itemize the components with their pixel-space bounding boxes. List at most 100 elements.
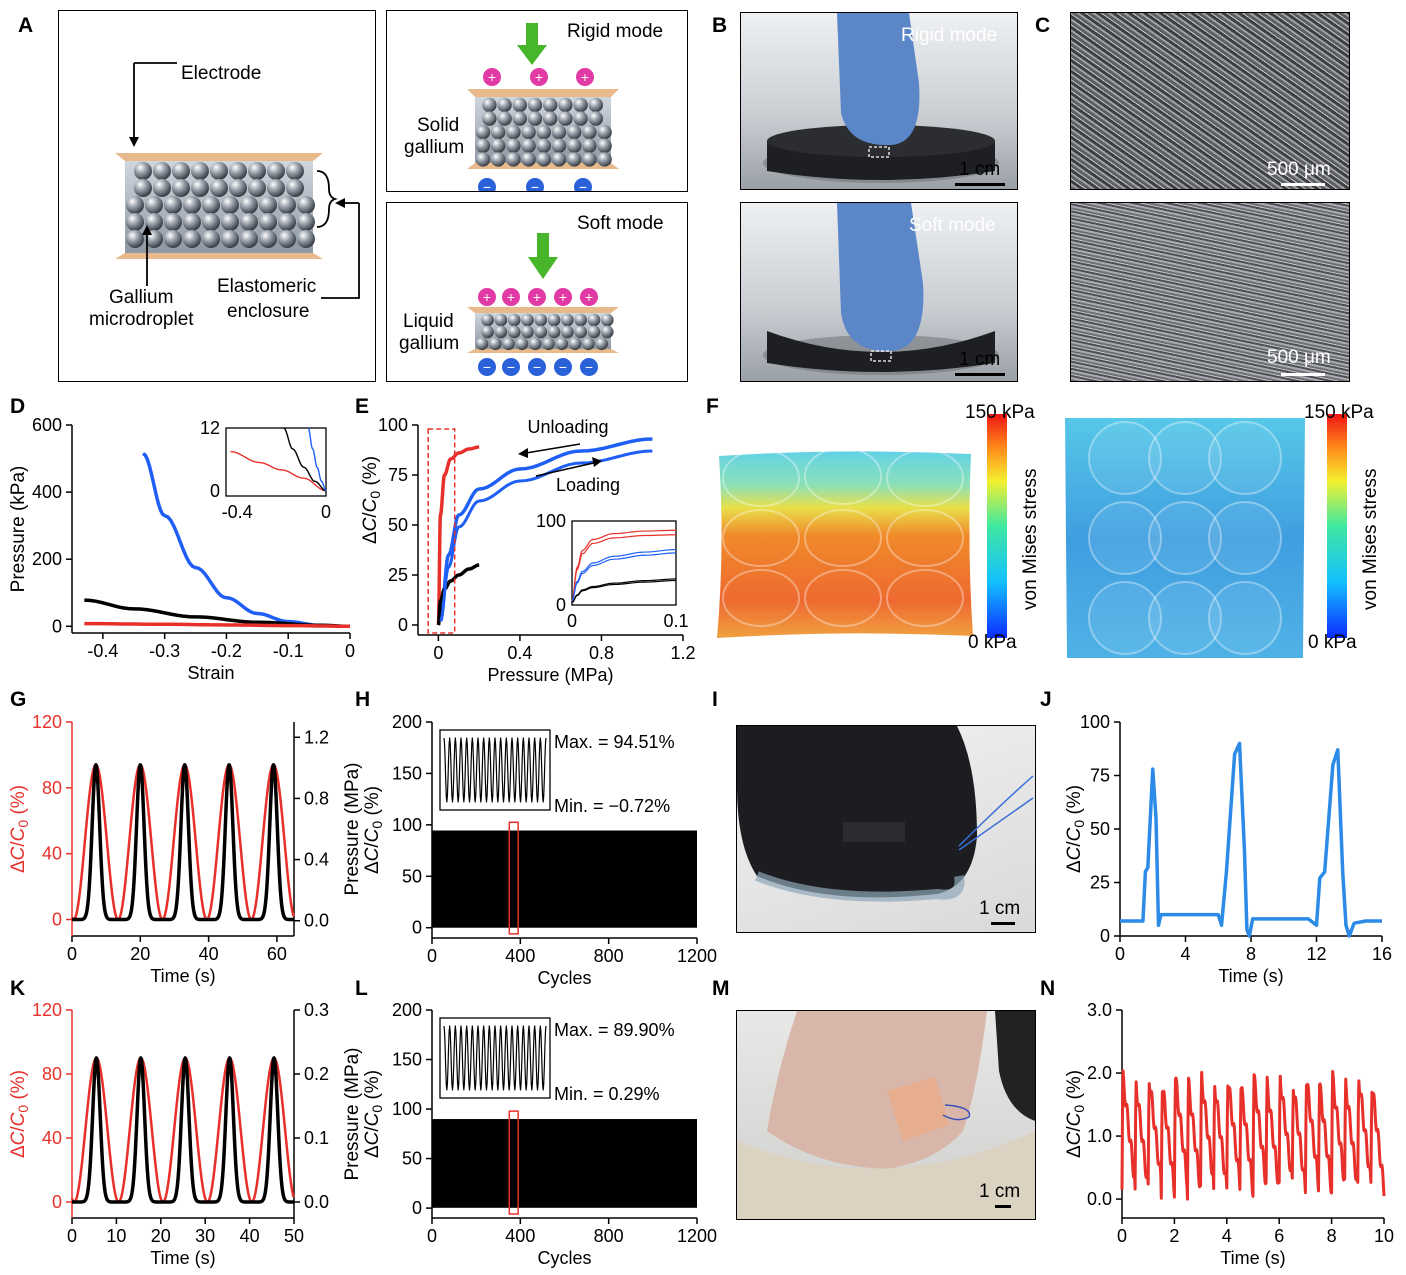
panel-label-h: H (355, 688, 371, 711)
gallium-droplet (248, 162, 266, 180)
inset-frame-d (225, 427, 327, 497)
y-axis-label: ΔC/C0 (%) (362, 786, 385, 874)
photo-soft-mode: Soft mode 1 cm (740, 202, 1018, 382)
sim-microdroplet (804, 447, 882, 505)
y-tick-label: 600 (32, 415, 62, 435)
gallium-droplet (183, 196, 201, 214)
y-tick-label: 0 (52, 910, 62, 930)
panel-a-main-box: Electrode Gallium microdroplet Elastomer… (58, 10, 376, 382)
x-tick-label: 1200 (677, 1226, 717, 1246)
gallium-droplet (507, 313, 521, 327)
gallium-droplet (561, 313, 574, 327)
inset-frame-e (571, 520, 677, 606)
gallium-droplet (527, 97, 543, 113)
gallium-droplet (202, 213, 220, 231)
gallium-droplet (558, 97, 573, 113)
max-text: Max. = 94.51% (554, 732, 675, 752)
svg-text:+: + (535, 69, 543, 85)
gallium-droplet (475, 152, 491, 167)
x-tick-label: 8 (1246, 944, 1256, 964)
gallium-droplet (521, 325, 534, 339)
gallium-droplet (191, 162, 209, 180)
y-tick-label: 100 (1080, 712, 1110, 732)
y-tick-label: 0.0 (1087, 1189, 1112, 1209)
panel-label-d: D (10, 395, 26, 418)
gallium-droplet (153, 179, 171, 197)
inset-y-tick: 0 (556, 595, 566, 615)
y-tick-label: 100 (378, 415, 408, 435)
x-tick-label: 16 (1372, 944, 1392, 964)
label-rigid-photo: Rigid mode (901, 25, 998, 46)
svg-text:+: + (581, 69, 589, 85)
gallium-droplet (240, 196, 258, 214)
svg-text:−: − (585, 359, 593, 375)
sim-microdroplet (1148, 501, 1222, 575)
inset-x-tick: -0.4 (222, 502, 253, 522)
sim-microdroplet (1088, 421, 1162, 495)
x-tick-label: 0 (1115, 944, 1125, 964)
gallium-droplet (126, 213, 144, 231)
micrograph-soft: 500 μm (1070, 202, 1350, 382)
inset-series-black (283, 427, 327, 492)
gallium-droplet (497, 97, 512, 113)
scale-bar-b1 (955, 183, 1005, 186)
scale-label-i: 1 cm (979, 898, 1021, 919)
gallium-droplet (497, 111, 512, 126)
gallium-droplet (551, 125, 567, 140)
scale-bar-c1 (1281, 183, 1325, 186)
y-tick-label: 0 (52, 1192, 62, 1212)
gallium-droplet (221, 230, 239, 248)
label-enclosure: enclosure (227, 301, 310, 322)
photo-shoe-sensor: 1 cm (736, 725, 1036, 933)
gallium-droplet (506, 125, 521, 140)
arrowhead-loading (592, 457, 602, 467)
y-tick-label: 75 (388, 465, 408, 485)
gallium-droplet (542, 337, 555, 351)
cbar2-min: 0 kPa (1308, 632, 1357, 653)
panel-label-a: A (18, 14, 34, 37)
gallium-droplet (164, 213, 182, 231)
x-axis-label: Time (s) (150, 1248, 215, 1268)
inset-y-tick: 0 (210, 481, 220, 501)
gallium-droplet (259, 230, 277, 248)
gallium-droplet (278, 196, 296, 214)
gallium-droplet (267, 162, 285, 180)
y-tick-label: 40 (42, 1128, 62, 1148)
gallium-droplet (482, 97, 497, 113)
gallium-droplet (297, 196, 315, 214)
gallium-droplet (595, 337, 608, 351)
gallium-composite-illustration (115, 62, 360, 299)
y-tick-label: 200 (392, 712, 422, 732)
svg-text:−: − (483, 179, 491, 191)
svg-text:−: − (559, 359, 567, 375)
cbar1-max: 150 kPa (965, 402, 1035, 423)
sim-microdroplet (804, 509, 882, 567)
y2-tick-label: 0.0 (304, 1192, 329, 1212)
sim-microdroplet (722, 509, 800, 567)
panel-label-e: E (355, 395, 370, 418)
sim-microdroplet (722, 569, 800, 627)
y-axis-label: ΔC/C0 (%) (1064, 785, 1087, 873)
gallium-droplet (259, 213, 277, 231)
x-tick-label: 4 (1180, 944, 1190, 964)
gallium-droplet (297, 230, 315, 248)
finger-press-rigid (763, 13, 999, 183)
gallium-droplet (210, 179, 228, 197)
x-tick-label: 0 (67, 944, 77, 964)
gallium-droplet (597, 138, 612, 153)
arrow-loading (535, 461, 599, 477)
scale-bar-m (995, 1205, 1011, 1208)
label-soft-photo: Soft mode (909, 215, 996, 236)
gallium-droplet (521, 125, 536, 140)
y-axis-label: ΔC/C0 (%) (360, 456, 383, 544)
series-gait (1120, 741, 1382, 938)
gallium-droplet (221, 196, 239, 214)
gallium-droplet (568, 337, 582, 351)
gallium-droplet (512, 111, 527, 126)
annotation-unloading: Unloading (527, 417, 608, 437)
svg-text:+: + (483, 289, 491, 305)
y2-tick-label: 0.3 (304, 1000, 329, 1020)
gallium-droplet (597, 152, 612, 167)
y-axis-label: ΔC/C0 (%) (1064, 1070, 1087, 1158)
x-tick-label: -0.4 (87, 641, 118, 661)
